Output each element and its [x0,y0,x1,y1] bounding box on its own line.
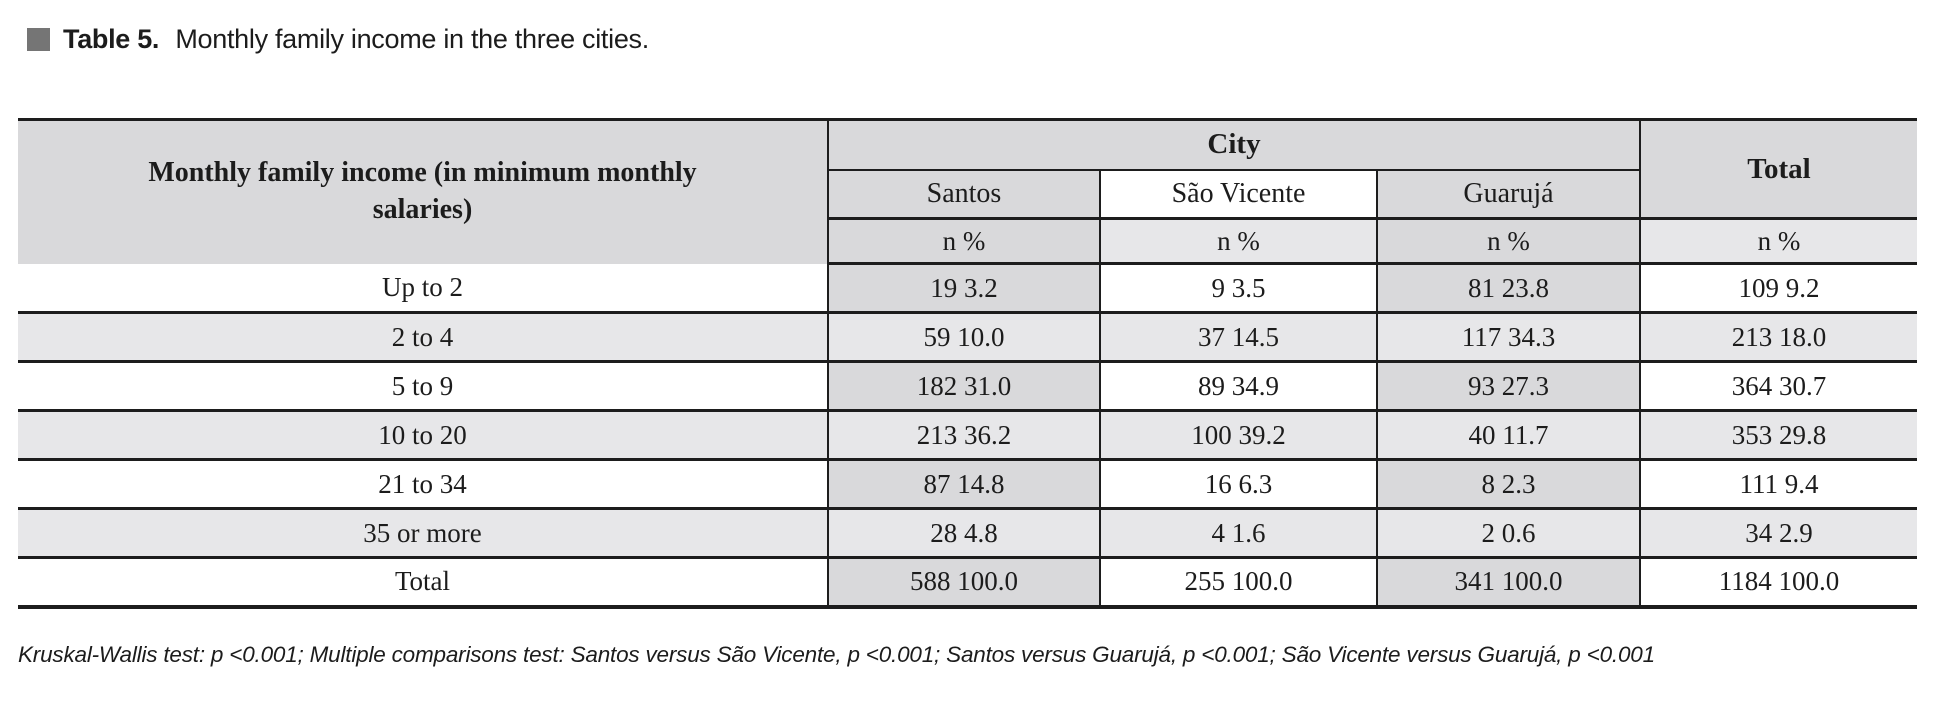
measure-header-sao-vicente: n % [1099,218,1377,265]
cell-guaruja: 8 2.3 [1376,459,1640,510]
cell-sao-vicente: 37 14.5 [1099,312,1377,363]
measure-header-santos: n % [827,218,1100,265]
income-table: Monthly family income (in minimum monthl… [18,118,1917,609]
cell-total: 109 9.2 [1639,263,1917,314]
cell-guaruja: 2 0.6 [1376,508,1640,559]
table-row: 2 to 4 59 10.0 37 14.5 117 34.3 213 18.0 [18,312,1917,363]
cell-total: 34 2.9 [1639,508,1917,559]
caption-text: Table 5. Monthly family income in the th… [63,24,649,55]
page: Table 5. Monthly family income in the th… [18,24,1950,667]
row-label: 10 to 20 [18,410,828,461]
cell-total: 213 18.0 [1639,312,1917,363]
cell-sao-vicente: 16 6.3 [1099,459,1377,510]
row-label: Up to 2 [18,263,828,314]
caption-square-icon [27,28,50,51]
cell-total: 353 29.8 [1639,410,1917,461]
cell-guaruja: 341 100.0 [1376,557,1640,609]
cell-total: 1184 100.0 [1639,557,1917,609]
cell-santos: 19 3.2 [827,263,1100,314]
cell-santos: 87 14.8 [827,459,1100,510]
cell-sao-vicente: 9 3.5 [1099,263,1377,314]
table-row-total: Total 588 100.0 255 100.0 341 100.0 1184… [18,557,1917,609]
city-header-sao-vicente: São Vicente [1099,169,1377,220]
city-header-santos: Santos [827,169,1100,220]
table-row: Up to 2 19 3.2 9 3.5 81 23.8 109 9.2 [18,263,1917,314]
cell-santos: 28 4.8 [827,508,1100,559]
cell-sao-vicente: 89 34.9 [1099,361,1377,412]
row-label: 2 to 4 [18,312,828,363]
caption-label: Table 5. [63,24,160,54]
cell-santos: 182 31.0 [827,361,1100,412]
cell-santos: 213 36.2 [827,410,1100,461]
row-label: 5 to 9 [18,361,828,412]
cell-guaruja: 93 27.3 [1376,361,1640,412]
table-row: 10 to 20 213 36.2 100 39.2 40 11.7 353 2… [18,410,1917,461]
table-body: Up to 2 19 3.2 9 3.5 81 23.8 109 9.2 2 t… [18,263,1917,609]
cell-santos: 59 10.0 [827,312,1100,363]
city-group-header: City [827,118,1640,171]
cell-guaruja: 81 23.8 [1376,263,1640,314]
measure-header-total: n % [1639,218,1917,265]
caption-title: Monthly family income in the three citie… [175,24,649,54]
table-row: 5 to 9 182 31.0 89 34.9 93 27.3 364 30.7 [18,361,1917,412]
stub-header: Monthly family income (in minimum monthl… [18,118,828,264]
cell-sao-vicente: 4 1.6 [1099,508,1377,559]
cell-guaruja: 117 34.3 [1376,312,1640,363]
row-label: Total [18,557,828,609]
table-row: 35 or more 28 4.8 4 1.6 2 0.6 34 2.9 [18,508,1917,559]
cell-sao-vicente: 100 39.2 [1099,410,1377,461]
cell-guaruja: 40 11.7 [1376,410,1640,461]
statistics-footnote: Kruskal-Wallis test: p <0.001; Multiple … [18,641,1655,667]
cell-total: 364 30.7 [1639,361,1917,412]
row-label: 21 to 34 [18,459,828,510]
table-row: 21 to 34 87 14.8 16 6.3 8 2.3 111 9.4 [18,459,1917,510]
cell-total: 111 9.4 [1639,459,1917,510]
city-header-guaruja: Guarujá [1376,169,1640,220]
measure-header-guaruja: n % [1376,218,1640,265]
total-header: Total [1639,118,1917,220]
table-caption: Table 5. Monthly family income in the th… [27,24,1950,55]
table-header: Monthly family income (in minimum monthl… [18,118,1917,265]
cell-santos: 588 100.0 [827,557,1100,609]
row-label: 35 or more [18,508,828,559]
cell-sao-vicente: 255 100.0 [1099,557,1377,609]
